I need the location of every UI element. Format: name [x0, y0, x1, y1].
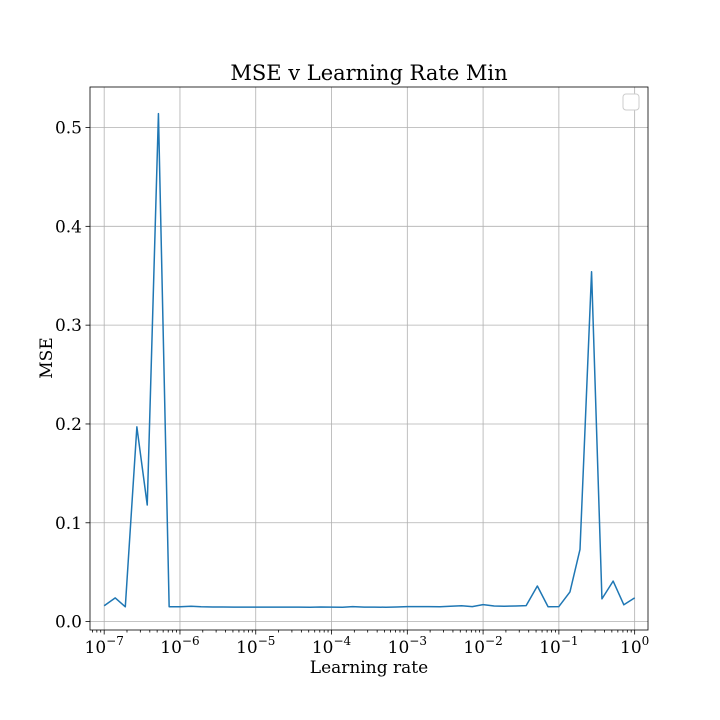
- x-tick-label: 10−6: [160, 634, 199, 658]
- x-tick-label: 10−4: [312, 634, 352, 658]
- chart-title: MSE v Learning Rate Min: [230, 61, 507, 85]
- y-tick-labels: 0.0 0.1 0.2 0.3 0.4 0.5: [55, 119, 82, 633]
- y-tick-label: 0.3: [55, 316, 82, 336]
- x-tick-label: 100: [620, 634, 649, 658]
- y-tick-label: 0.5: [55, 119, 82, 139]
- ticks: [85, 127, 636, 635]
- y-axis-label: MSE: [37, 337, 57, 378]
- grid: [90, 87, 648, 630]
- legend-box: [622, 93, 640, 111]
- x-tick-label: 10−7: [85, 634, 124, 658]
- x-axis-label: Learning rate: [310, 658, 428, 678]
- y-tick-label: 0.0: [55, 613, 82, 633]
- y-tick-label: 0.4: [55, 217, 82, 237]
- x-tick-label: 10−1: [539, 634, 578, 658]
- x-tick-label: 10−5: [236, 634, 275, 658]
- x-tick-labels: 10−7 10−6 10−5 10−4 10−3 10−2 10−1 100: [85, 634, 650, 658]
- plot-frame: [89, 86, 649, 631]
- y-tick-label: 0.1: [55, 514, 82, 534]
- series-layer: [103, 112, 636, 609]
- x-tick-label: 10−3: [388, 634, 427, 658]
- x-tick-label: 10−2: [463, 634, 502, 658]
- series-line: [103, 112, 636, 609]
- y-tick-label: 0.2: [55, 415, 82, 435]
